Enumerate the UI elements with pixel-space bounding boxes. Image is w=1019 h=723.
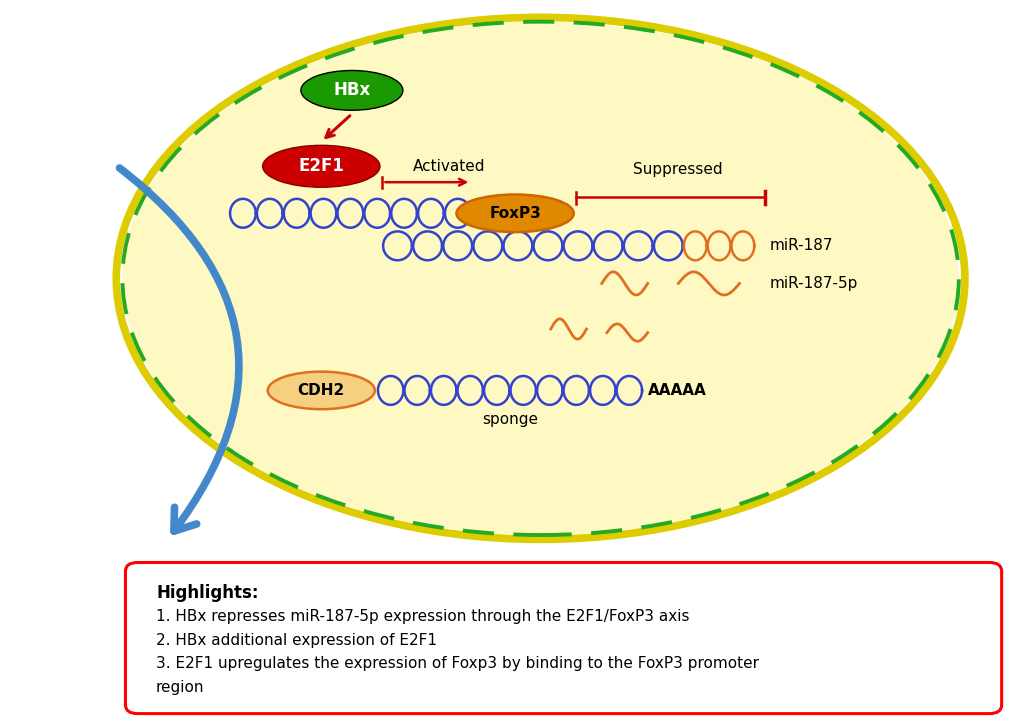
Ellipse shape [455, 194, 573, 232]
FancyArrowPatch shape [119, 168, 238, 531]
Text: Suppressed: Suppressed [633, 162, 722, 177]
Text: HBx: HBx [333, 82, 370, 99]
Text: AAAAA: AAAAA [647, 383, 706, 398]
Text: miR-187-5p: miR-187-5p [769, 276, 858, 291]
Text: miR-187: miR-187 [769, 239, 833, 253]
Text: Highlights:: Highlights: [156, 584, 258, 602]
FancyBboxPatch shape [125, 562, 1001, 714]
Text: region: region [156, 680, 205, 695]
Ellipse shape [122, 22, 958, 535]
Ellipse shape [267, 372, 375, 409]
Text: 1. HBx represses miR-187-5p expression through the E2F1/FoxP3 axis: 1. HBx represses miR-187-5p expression t… [156, 609, 689, 624]
Text: E2F1: E2F1 [299, 158, 343, 175]
Text: FoxP3: FoxP3 [489, 206, 540, 221]
Text: 2. HBx additional expression of E2F1: 2. HBx additional expression of E2F1 [156, 633, 436, 648]
Ellipse shape [263, 145, 379, 187]
Text: 3. E2F1 upregulates the expression of Foxp3 by binding to the FoxP3 promoter: 3. E2F1 upregulates the expression of Fo… [156, 656, 758, 672]
Text: Activated: Activated [412, 158, 485, 174]
Text: sponge: sponge [482, 412, 537, 427]
Ellipse shape [301, 70, 403, 110]
Text: CDH2: CDH2 [298, 383, 344, 398]
